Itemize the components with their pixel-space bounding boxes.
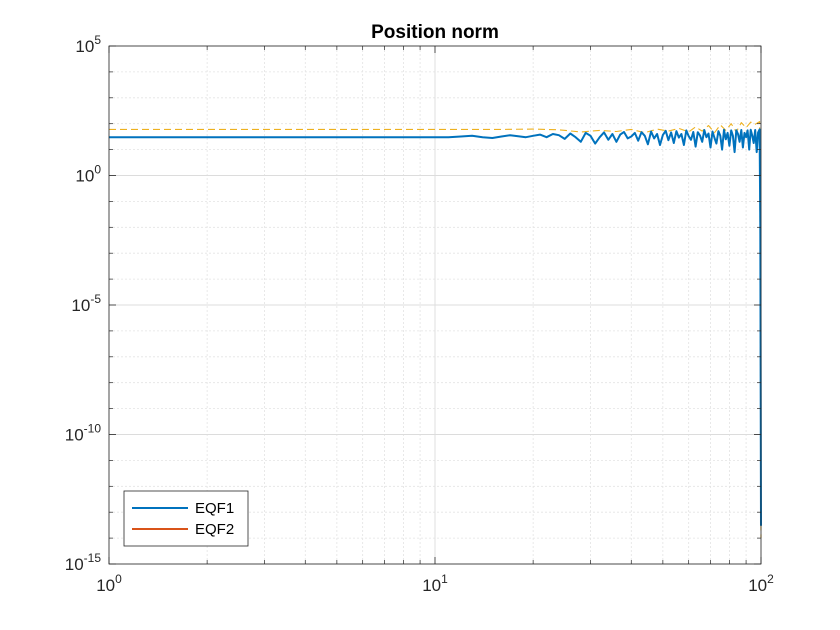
- x-tick-label: 100: [96, 572, 122, 595]
- x-tick-label-base: 10: [96, 576, 115, 595]
- y-tick-label: 105: [75, 33, 101, 56]
- x-tick-label: 101: [422, 572, 448, 595]
- x-tick-label-exponent: 1: [441, 572, 448, 586]
- x-tick-label-exponent: 2: [767, 572, 774, 586]
- legend-label-eqf2: EQF2: [195, 521, 234, 538]
- y-tick-label-exponent: -10: [84, 422, 102, 436]
- series-line-eqf1: [109, 128, 762, 526]
- x-tick-label: 102: [748, 572, 774, 595]
- series-line-series-3: [109, 121, 762, 539]
- legend-label-eqf1: EQF1: [195, 500, 234, 517]
- y-tick-label: 10-15: [65, 551, 102, 574]
- series-layer: [109, 121, 762, 539]
- legend: EQF1 EQF2: [123, 490, 249, 547]
- y-tick-label-base: 10: [71, 296, 90, 315]
- x-tick-label-base: 10: [422, 576, 441, 595]
- y-tick-label-base: 10: [75, 167, 94, 186]
- y-tick-label-exponent: -15: [84, 551, 102, 565]
- y-tick-label-base: 10: [65, 555, 84, 574]
- chart-title: Position norm: [371, 22, 499, 43]
- x-tick-label-exponent: 0: [115, 572, 122, 586]
- y-tick-label-base: 10: [65, 426, 84, 445]
- y-tick-label: 10-10: [65, 422, 102, 445]
- x-axis-tick-labels: 100 101 102: [96, 572, 774, 595]
- y-tick-label-exponent: 0: [94, 163, 101, 177]
- x-tick-label-base: 10: [748, 576, 767, 595]
- legend-box: [123, 490, 249, 547]
- y-tick-label: 100: [75, 163, 101, 186]
- y-tick-label-exponent: 5: [94, 33, 101, 47]
- y-tick-label-base: 10: [75, 37, 94, 56]
- y-tick-label-exponent: -5: [90, 292, 101, 306]
- y-tick-label: 10-5: [71, 292, 101, 315]
- ticks-layer: [108, 45, 762, 565]
